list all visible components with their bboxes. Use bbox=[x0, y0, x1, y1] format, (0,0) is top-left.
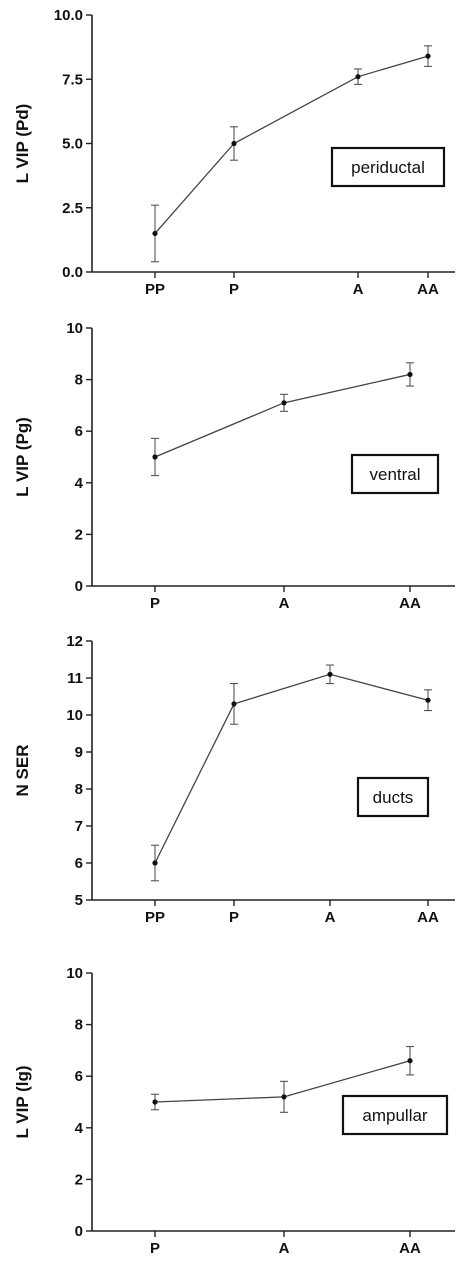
x-tick-label: P bbox=[229, 909, 239, 926]
y-tick-label: 5 bbox=[75, 892, 83, 909]
x-tick-label: PP bbox=[145, 909, 165, 926]
data-point bbox=[425, 697, 431, 703]
y-tick-label: 12 bbox=[66, 633, 83, 650]
y-tick-label: 10.0 bbox=[54, 7, 83, 24]
y-tick-label: 10 bbox=[66, 965, 83, 982]
series-line bbox=[154, 673, 429, 864]
y-tick-label: 6 bbox=[75, 855, 83, 872]
annotation-box bbox=[330, 146, 446, 188]
y-tick-label: 8 bbox=[75, 781, 83, 798]
annotation-label: ventral bbox=[369, 465, 420, 484]
x-tick-label: A bbox=[279, 1240, 290, 1257]
series-line bbox=[154, 55, 429, 234]
y-tick-label: 7.5 bbox=[62, 71, 83, 88]
data-point bbox=[281, 1094, 287, 1100]
y-axis-label: N SER bbox=[13, 745, 32, 797]
x-tick-label: PP bbox=[145, 281, 165, 298]
y-tick-label: 10 bbox=[66, 707, 83, 724]
data-point bbox=[152, 454, 158, 460]
x-tick-label: A bbox=[279, 595, 290, 612]
data-point bbox=[231, 701, 237, 707]
y-tick-label: 4 bbox=[75, 475, 84, 492]
data-point bbox=[281, 400, 287, 406]
annotation-label: ampullar bbox=[362, 1106, 428, 1125]
y-tick-label: 7 bbox=[75, 818, 83, 835]
y-tick-label: 2 bbox=[75, 526, 83, 543]
data-point bbox=[425, 53, 431, 59]
y-tick-label: 0.0 bbox=[62, 264, 83, 281]
y-tick-label: 6 bbox=[75, 1068, 83, 1085]
annotation-box bbox=[356, 776, 430, 818]
y-tick-label: 5.0 bbox=[62, 136, 83, 153]
y-tick-label: 2.5 bbox=[62, 200, 83, 217]
data-point bbox=[355, 74, 361, 80]
y-tick-label: 0 bbox=[75, 1223, 83, 1240]
data-point bbox=[407, 371, 413, 378]
annotation-box bbox=[350, 453, 440, 495]
data-point bbox=[152, 230, 158, 237]
annotation-label: ducts bbox=[373, 788, 414, 807]
y-tick-label: 0 bbox=[75, 578, 83, 595]
data-point bbox=[152, 860, 158, 866]
annotation-box bbox=[341, 1094, 449, 1136]
y-tick-label: 8 bbox=[75, 372, 83, 389]
y-tick-label: 6 bbox=[75, 423, 83, 440]
y-axis-label: L VIP (lg) bbox=[13, 1065, 32, 1138]
series-line bbox=[154, 373, 411, 458]
data-point bbox=[327, 671, 333, 677]
y-axis-label: L VIP (Pd) bbox=[13, 104, 32, 184]
y-tick-label: 4 bbox=[75, 1120, 84, 1137]
y-tick-label: 11 bbox=[67, 670, 83, 687]
y-tick-label: 9 bbox=[75, 744, 83, 761]
x-tick-label: AA bbox=[417, 281, 439, 298]
x-tick-label: P bbox=[229, 281, 239, 298]
x-tick-label: A bbox=[325, 909, 336, 926]
y-tick-label: 2 bbox=[75, 1171, 83, 1188]
y-axis-label: L VIP (Pg) bbox=[13, 417, 32, 497]
x-tick-label: AA bbox=[399, 595, 421, 612]
x-tick-label: AA bbox=[417, 909, 439, 926]
x-tick-label: P bbox=[150, 595, 160, 612]
data-point bbox=[407, 1058, 413, 1064]
y-tick-label: 10 bbox=[66, 320, 83, 337]
x-tick-label: A bbox=[353, 281, 364, 298]
chart-panel-1: 0.02.55.07.510.0PP P A AAL VIP (Pd) periduct… bbox=[13, 7, 455, 298]
y-tick-label: 8 bbox=[75, 1017, 83, 1034]
x-tick-label: AA bbox=[399, 1240, 421, 1257]
data-point bbox=[231, 140, 237, 147]
annotation-label: periductal bbox=[351, 158, 425, 177]
x-tick-label: P bbox=[150, 1240, 160, 1257]
data-point bbox=[152, 1099, 158, 1105]
